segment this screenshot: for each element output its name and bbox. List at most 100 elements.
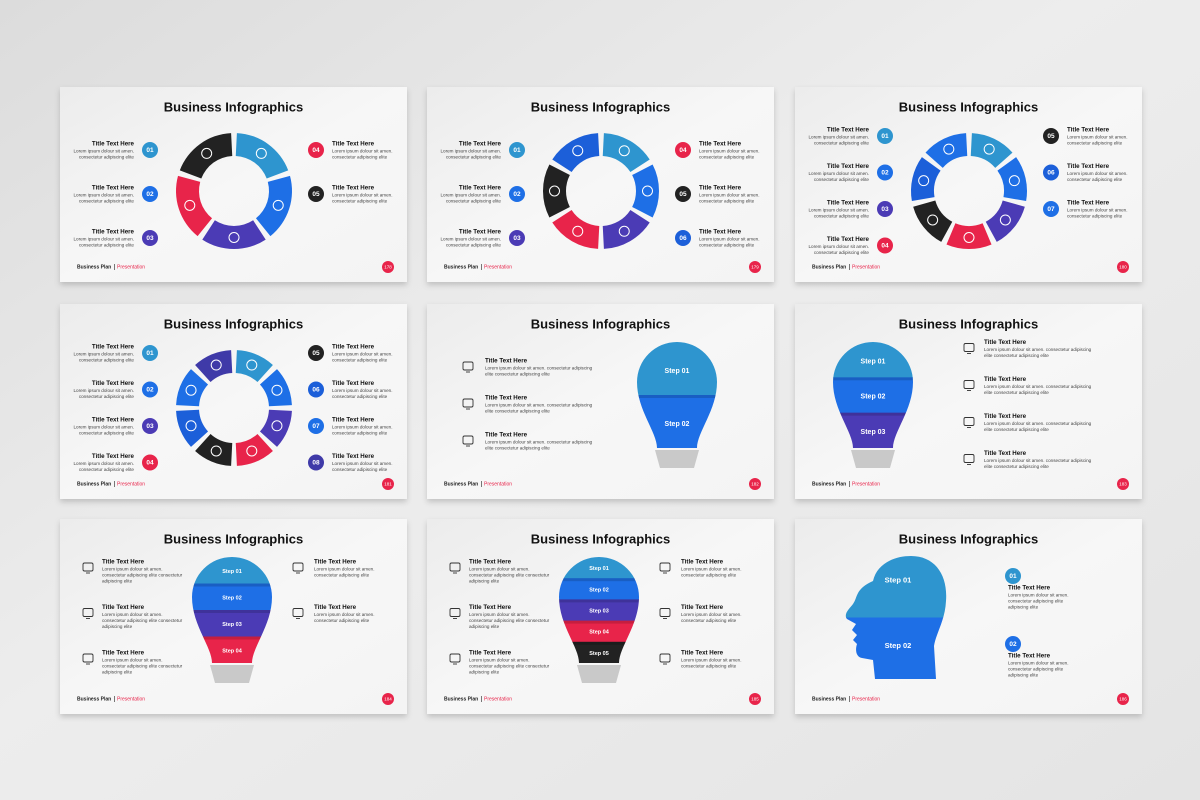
item-body: Lorem ipsum dolour sit amen.	[332, 425, 393, 430]
icon	[449, 653, 461, 663]
footer-section: Presentation	[852, 264, 880, 270]
item-body: Lorem ipsum dolour sit amen.	[73, 461, 134, 466]
item-title: Title Text Here	[485, 432, 528, 439]
page-number: 180	[1119, 265, 1127, 270]
ring-segment	[179, 133, 233, 179]
number-label: 01	[513, 147, 521, 154]
number-label: 02	[1009, 641, 1017, 648]
item-body: Lorem ipsum dolour sit amen.	[73, 193, 134, 198]
item-body: consectetur adipiscing elite consectetur	[469, 573, 550, 578]
number-label: 01	[881, 133, 889, 140]
item-body: Lorem ipsum dolour sit amen. consectetur…	[485, 403, 593, 408]
item-title: Title Text Here	[984, 450, 1027, 457]
icon	[549, 185, 560, 197]
bulb-band	[559, 578, 639, 600]
slide-title: Business Infographics	[899, 316, 1038, 331]
item-body: consectetur adipiscing elite	[681, 664, 737, 669]
slide-background	[427, 304, 774, 499]
slide: Business Infographics Business Plan Presen…	[60, 87, 407, 282]
item-body: consectetur adipiscing elite	[814, 141, 870, 146]
number-label: 02	[881, 170, 889, 177]
item-title: Title Text Here	[314, 604, 357, 611]
number-badge	[877, 128, 893, 144]
item-body: elite consectetur adipiscing elite	[984, 464, 1049, 469]
step-label: Step 04	[589, 630, 610, 636]
band-shade	[192, 610, 272, 613]
number-label: 05	[679, 191, 687, 198]
item-title: Title Text Here	[827, 163, 870, 170]
item-body: Lorem ipsum dolour sit amen.	[332, 149, 393, 154]
step-label: Step 01	[589, 566, 609, 572]
item-body: adipiscing elite	[1008, 604, 1039, 609]
icon	[572, 145, 584, 157]
item-body: Lorem ipsum dolour sit amen.	[681, 612, 742, 617]
item-body: elite consectetur adipiscing elite	[485, 372, 550, 377]
item-title: Title Text Here	[92, 453, 135, 460]
icon	[82, 608, 94, 617]
icon	[246, 445, 258, 457]
ring-segment	[985, 200, 1025, 242]
step-label: Step 03	[861, 429, 886, 436]
slide-title: Business Infographics	[531, 531, 670, 546]
item-title: Title Text Here	[92, 417, 135, 424]
item-title: Title Text Here	[459, 185, 502, 192]
item-title: Title Text Here	[314, 559, 357, 566]
item-body: elite consectetur adipiscing elite	[485, 409, 550, 414]
item-title: Title Text Here	[332, 417, 375, 424]
slide-title: Business Infographics	[899, 531, 1038, 546]
item-title: Title Text Here	[469, 559, 512, 566]
footer-brand: Business Plan	[812, 264, 846, 270]
icon	[1008, 175, 1020, 187]
item-body: consectetur adipiscing elite	[681, 573, 737, 578]
icon	[963, 232, 975, 243]
item-title: Title Text Here	[681, 650, 724, 657]
item-body: Lorem ipsum dolour sit amen.	[314, 567, 375, 572]
item-body: Lorem ipsum dolour sit amen. consectetur…	[984, 384, 1092, 389]
icon	[618, 225, 630, 237]
item-title: Title Text Here	[827, 236, 870, 243]
item-body: adipiscing elite	[469, 578, 500, 583]
item-body: Lorem ipsum dolour sit amen.	[469, 612, 530, 617]
ring-segment	[195, 350, 233, 383]
page-badge	[1117, 693, 1129, 705]
item-body: consectetur adipiscing elite	[814, 214, 870, 219]
icon	[462, 398, 474, 408]
footer-section: Presentation	[484, 481, 512, 487]
item-title: Title Text Here	[1067, 127, 1110, 134]
item-body: elite consectetur adipiscing elite	[485, 446, 550, 451]
item-body: adipiscing elite	[102, 624, 133, 629]
footer-brand: Business Plan	[77, 481, 111, 487]
item-title: Title Text Here	[681, 604, 724, 611]
icon	[210, 359, 222, 371]
item-body: adipiscing elite	[102, 578, 133, 583]
icon	[927, 214, 939, 226]
item-title: Title Text Here	[984, 376, 1027, 383]
step-label: Step 02	[665, 421, 690, 428]
item-body: Lorem ipsum dolour sit amen.	[73, 352, 134, 357]
item-body: elite consectetur adipiscing elite	[984, 353, 1049, 358]
number-label: 07	[1047, 206, 1055, 213]
item-body: Lorem ipsum dolour sit amen.	[1067, 171, 1128, 176]
item-title: Title Text Here	[699, 229, 742, 236]
footer-section: Presentation	[117, 696, 145, 702]
number-label: 01	[1009, 573, 1017, 580]
ring-segment	[913, 200, 953, 242]
number-badge	[877, 237, 893, 254]
item-title: Title Text Here	[469, 604, 512, 611]
step-label: Step 01	[885, 576, 912, 585]
icon	[292, 608, 304, 617]
number-badge	[142, 142, 158, 158]
slide-background	[427, 87, 774, 282]
item-title: Title Text Here	[459, 229, 502, 236]
ring-segment	[602, 133, 650, 173]
item-body: consectetur adipiscing elite	[332, 155, 388, 160]
item-body: consectetur adipiscing elite	[814, 177, 870, 182]
slide-title: Business Infographics	[531, 99, 670, 114]
number-label: 06	[312, 387, 320, 394]
item-body: Lorem ipsum dolour sit amen.	[332, 388, 393, 393]
step-label: Step 02	[861, 394, 886, 401]
item-body: consectetur adipiscing elite	[1008, 599, 1064, 604]
slide-title: Business Infographics	[164, 99, 303, 114]
number-badge	[308, 345, 324, 361]
